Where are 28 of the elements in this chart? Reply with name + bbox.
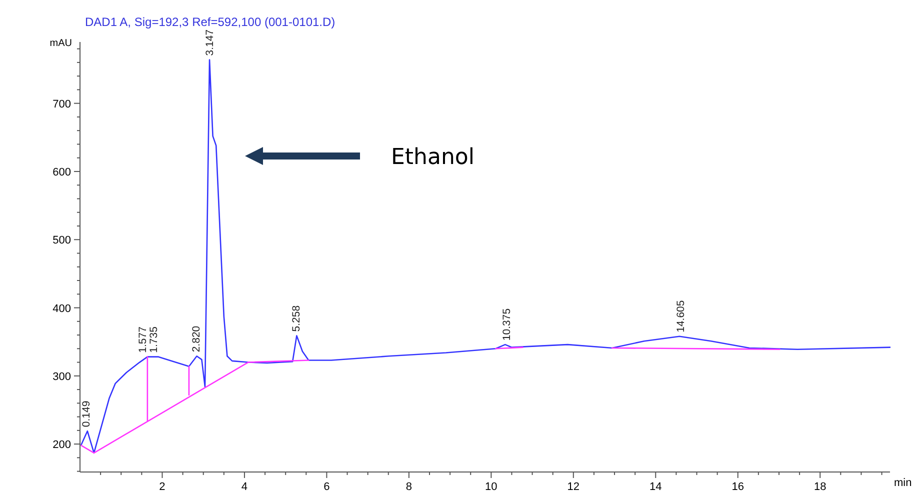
x-tick-label: 14 <box>650 481 662 493</box>
annotation: 10.375 <box>501 308 514 341</box>
x-tick-label: 10 <box>485 481 498 493</box>
x-tick-label: 12 <box>567 481 580 493</box>
y-tick-label: 500 <box>52 234 71 247</box>
x-tick-label: 2 <box>159 481 166 493</box>
x-tick-label: 16 <box>732 481 744 493</box>
chart-title: DAD1 A, Sig=192,3 Ref=592,100 (001-0101.D) <box>85 15 336 29</box>
annotation: 5.258 <box>290 305 303 332</box>
annotation: 1.735 <box>148 326 160 353</box>
annotation: Ethanol <box>391 145 474 170</box>
x-tick-label: 4 <box>241 481 248 493</box>
x-axis-title: min <box>894 477 912 489</box>
annotation: 2.820 <box>190 326 202 352</box>
y-tick-label: 200 <box>52 439 71 452</box>
annotation: 0.149 <box>80 400 93 428</box>
y-tick-label: 400 <box>52 302 71 315</box>
annotation: 14.605 <box>675 300 688 332</box>
y-tick-label: 300 <box>52 370 71 383</box>
annotation: 1.577 <box>137 326 150 353</box>
x-tick-label: 18 <box>814 481 826 493</box>
x-tick-label: 6 <box>324 481 330 493</box>
x-tick-label: 8 <box>406 481 412 493</box>
y-axis-title: mAU <box>50 38 72 49</box>
annotation: 3.147 <box>204 29 216 56</box>
line-series <box>80 59 891 454</box>
y-tick-label: 600 <box>52 166 71 178</box>
y-tick-label: 700 <box>52 98 71 110</box>
